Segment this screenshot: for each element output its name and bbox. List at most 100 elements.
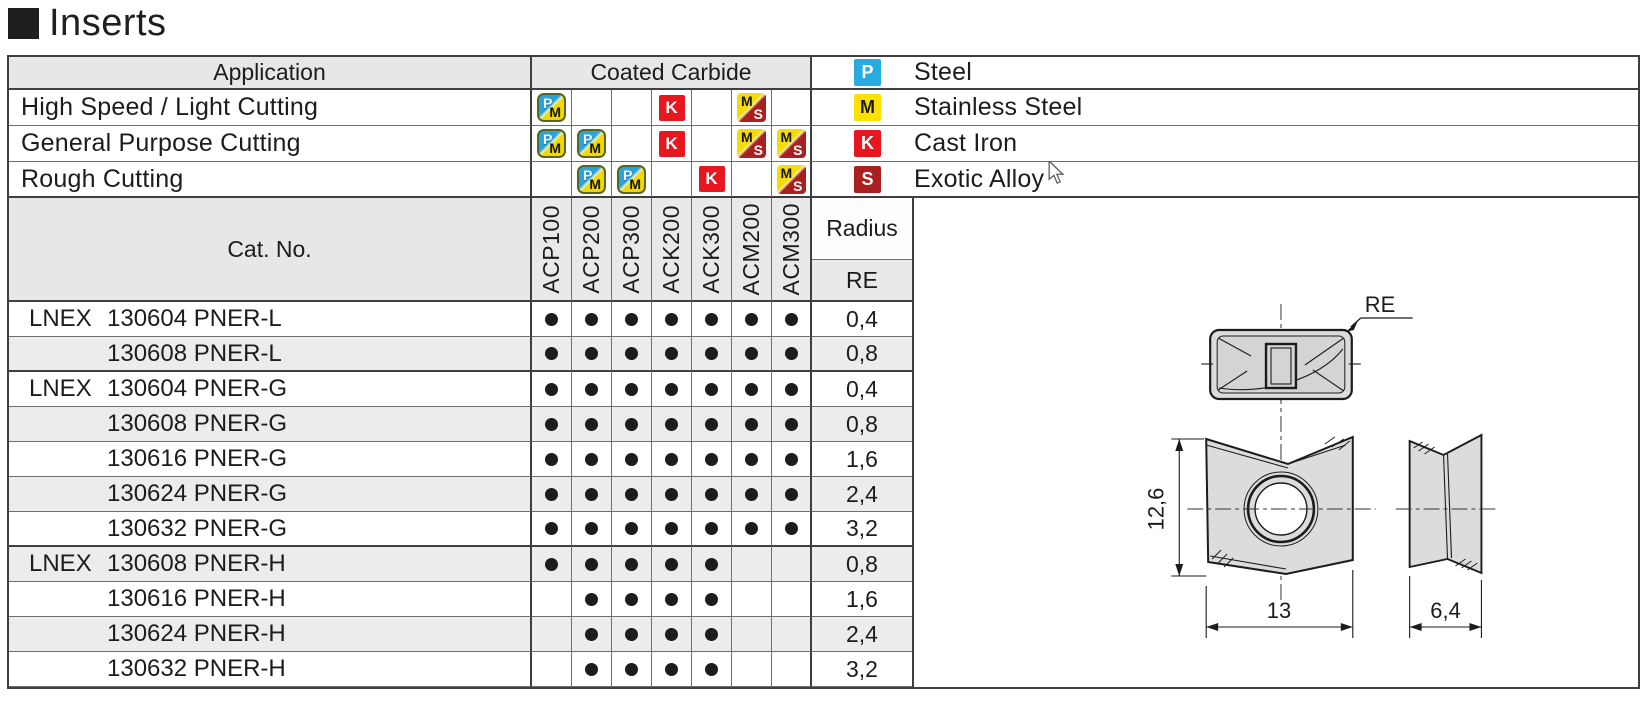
grade-availability-cell [612, 617, 652, 652]
page-title: Inserts [49, 2, 167, 44]
grade-availability-cell [652, 477, 692, 512]
catalog-row: 130632 PNER-H 3,2 [9, 652, 912, 687]
radius-value-cell: 1,6 [812, 442, 912, 477]
svg-text:6,4: 6,4 [1430, 598, 1460, 623]
availability-dot [705, 452, 718, 466]
availability-dot [705, 557, 718, 571]
availability-dot [665, 592, 678, 606]
material-s-icon: S [854, 165, 881, 193]
legend-row-exotic-alloy: S Exotic Alloy [812, 162, 1638, 198]
legend-row-steel: P Steel [812, 57, 1638, 90]
cat-no-cell: LNEX 130604 PNER-G [9, 372, 532, 407]
application-grade-cell: K [652, 90, 692, 126]
cat-no-cell: 130616 PNER-H [9, 582, 532, 617]
availability-dot [585, 627, 598, 641]
radius-header-stack: Radius RE [812, 198, 912, 302]
availability-dot [545, 312, 558, 326]
grade-availability-cell [692, 617, 732, 652]
grade-availability-cell [692, 477, 732, 512]
k-icon: K [658, 130, 685, 157]
availability-dot [545, 417, 558, 431]
availability-dot [705, 487, 718, 501]
legend-row-cast-iron: K Cast Iron [812, 126, 1638, 162]
side-view-drawing [1395, 433, 1499, 575]
grade-header-cell: ACK300 [692, 198, 732, 302]
availability-dot [705, 347, 718, 360]
availability-dot [705, 662, 718, 676]
application-label: Rough Cutting [9, 162, 532, 198]
grade-availability-cell [772, 442, 812, 477]
availability-dot [625, 487, 638, 501]
application-grade-cell [772, 90, 812, 126]
grade-availability-cell [572, 372, 612, 407]
catalog-row: 130632 PNER-G 3,2 [9, 512, 912, 547]
availability-dot [665, 522, 678, 535]
availability-dot [625, 347, 638, 360]
availability-dot [625, 557, 638, 571]
top-view-drawing [1201, 328, 1361, 401]
grade-availability-cell [532, 372, 572, 407]
k-icon: K [658, 94, 685, 121]
thickness-dimension: 6,4 [1409, 576, 1482, 638]
grade-availability-cell [532, 337, 572, 372]
grade-availability-cell [532, 582, 572, 617]
cat-no-cell: 130632 PNER-H [9, 652, 532, 687]
availability-dot [665, 452, 678, 466]
grade-availability-cell [772, 372, 812, 407]
availability-dot [705, 627, 718, 641]
availability-dot [585, 522, 598, 535]
insert-technical-drawing: RE [912, 198, 1638, 687]
k-icon: K [698, 166, 725, 192]
radius-value-cell: 0,4 [812, 302, 912, 337]
grade-availability-cell [692, 512, 732, 547]
grade-availability-cell [572, 477, 612, 512]
grade-header-cell: ACM200 [732, 198, 772, 302]
grade-availability-cell [612, 337, 652, 372]
availability-dot [665, 662, 678, 676]
availability-dot [625, 312, 638, 326]
catalog-row: 130624 PNER-G 2,4 [9, 477, 912, 512]
svg-text:12,6: 12,6 [1143, 488, 1168, 531]
availability-dot [545, 487, 558, 501]
cat-code: 130604 PNER-L [107, 305, 282, 332]
grade-availability-cell [772, 477, 812, 512]
cat-prefix: LNEX [29, 305, 92, 332]
grade-label: ACP100 [538, 204, 564, 294]
grade-availability-cell [572, 407, 612, 442]
application-grade-cell [692, 126, 732, 162]
availability-dot [705, 417, 718, 431]
application-grade-cell [612, 90, 652, 126]
availability-dot [784, 382, 798, 396]
grade-availability-cell [652, 512, 692, 547]
availability-dot [745, 382, 758, 396]
grade-availability-cell [732, 337, 772, 372]
radius-value-cell: 3,2 [812, 652, 912, 687]
grade-availability-cell [532, 512, 572, 547]
cat-code: 130624 PNER-H [107, 620, 286, 647]
grade-header-cell: ACM300 [772, 198, 812, 302]
grade-availability-cell [772, 512, 812, 547]
availability-dot [665, 347, 678, 360]
material-k-icon: K [854, 130, 881, 157]
availability-dot [784, 312, 798, 326]
grade-availability-cell [612, 302, 652, 337]
grade-availability-cell [612, 372, 652, 407]
grade-label: ACK300 [698, 204, 724, 294]
cat-no-header: Cat. No. [9, 198, 532, 302]
cat-code: 130624 PNER-G [107, 480, 288, 507]
cat-prefix: LNEX [29, 375, 92, 402]
availability-dot [585, 347, 598, 360]
application-grade-cell [652, 162, 692, 198]
grade-availability-cell [652, 302, 692, 337]
application-grade-cell [572, 90, 612, 126]
availability-dot [784, 522, 798, 535]
mouse-cursor-icon [1047, 159, 1065, 185]
availability-dot [585, 557, 598, 571]
